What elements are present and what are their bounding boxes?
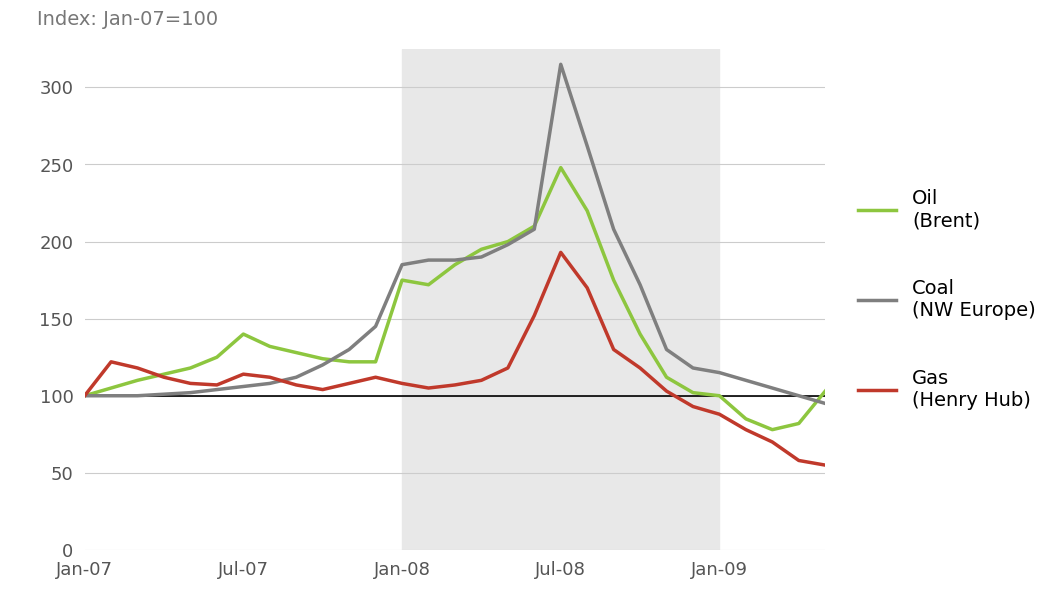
Text: Index: Jan-07=100: Index: Jan-07=100	[36, 10, 218, 29]
Bar	[402, 49, 719, 550]
Legend: Oil
(Brent), Coal
(NW Europe), Gas
(Henry Hub): Oil (Brent), Coal (NW Europe), Gas (Henr…	[850, 181, 1043, 417]
